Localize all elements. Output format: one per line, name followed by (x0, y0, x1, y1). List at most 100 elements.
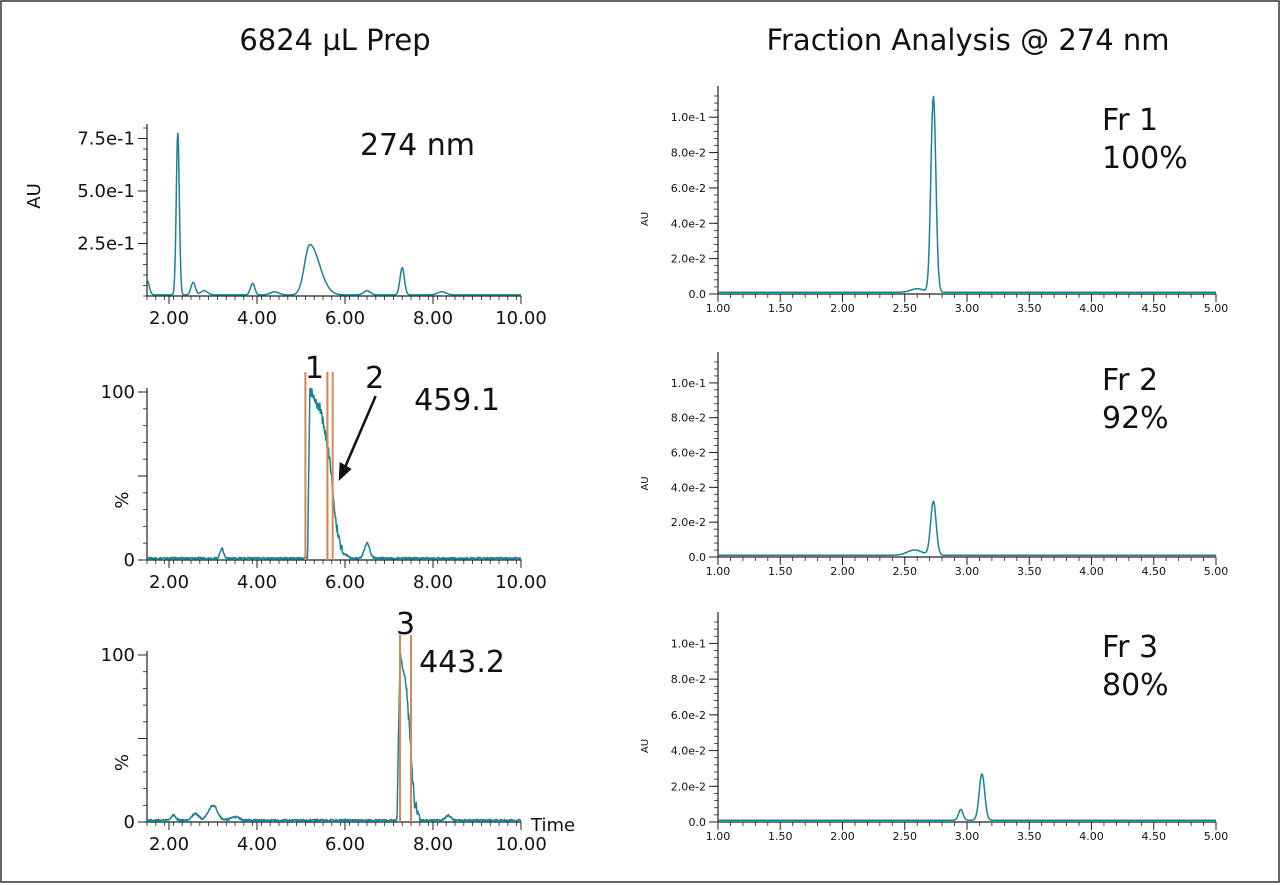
y-tick-label: 8.0e-2 (671, 412, 706, 425)
x-tick-label: 8.00 (413, 308, 453, 329)
x-tick-label: 8.00 (413, 572, 453, 593)
x-tick-label: 3.50 (1017, 830, 1042, 843)
x-tick-label: 8.00 (413, 834, 453, 855)
trace-line (146, 651, 522, 823)
x-tick-label: 4.50 (1142, 302, 1167, 315)
chart-left-mid: 2.00 4.00 6.00 8.00 10.00 0 100% 1 2 459.1 (101, 351, 547, 593)
panel-tag: 274 nm (360, 128, 475, 163)
purity-label: 92% (1102, 401, 1169, 436)
x-tick-label: 1.00 (706, 565, 731, 578)
y-tick-label: 5.0e-1 (77, 181, 135, 202)
x-tick-label: 6.00 (325, 834, 365, 855)
x-tick-label: 1.50 (768, 830, 793, 843)
y-axis-label: AU (640, 476, 651, 490)
y-tick-label: 4.0e-2 (671, 217, 706, 230)
x-tick-label: 4.00 (1079, 565, 1104, 578)
arrow-shaft (340, 395, 377, 476)
x-tick-label: 2.00 (830, 830, 855, 843)
y-tick-label: 0 (124, 550, 135, 571)
fraction-label: 3 (396, 607, 415, 642)
y-tick-label: 0.0 (689, 551, 707, 564)
x-tick-label: 4.50 (1142, 565, 1167, 578)
x-tick-label: 1.00 (706, 830, 731, 843)
panel-tag: Fr 1 (1102, 103, 1158, 138)
chart-left-bottom: 2.00 4.00 6.00 8.00 10.00 0 100% 3 Time 443.2 (101, 607, 575, 855)
x-tick-label: 10.00 (495, 308, 547, 329)
y-tick-label: 6.0e-2 (671, 447, 706, 460)
trace-line (717, 773, 1217, 821)
fraction-label: 1 (305, 351, 324, 386)
y-axis-label: % (112, 754, 133, 771)
y-tick-label: 1.0e-1 (671, 637, 706, 650)
x-tick-label: 10.00 (495, 834, 547, 855)
chart-right-top: 1.00 1.50 2.00 2.50 3.00 3.50 4.00 4.50 5.00 0.0 2… (640, 86, 1228, 315)
x-tick-label: 2.50 (893, 830, 918, 843)
x-tick-label: 2.00 (149, 572, 189, 593)
y-tick-label: 4.0e-2 (671, 481, 706, 494)
panel-tag: Fr 3 (1102, 630, 1158, 665)
x-tick-label: 5.00 (1204, 830, 1229, 843)
x-tick-label: 5.00 (1204, 565, 1229, 578)
trace-line (717, 500, 1217, 557)
y-axis-label: AU (640, 739, 651, 753)
y-tick-label: 8.0e-2 (671, 673, 706, 686)
x-tick-label: 2.00 (830, 565, 855, 578)
chart-panels: 2.00 4.00 6.00 8.00 10.002.5e-15.0e-17.5e-1A… (24, 86, 1228, 855)
x-tick-label: 1.00 (706, 302, 731, 315)
x-tick-label: 4.00 (1079, 302, 1104, 315)
x-tick-label: 4.00 (237, 572, 277, 593)
x-tick-label: 4.00 (237, 834, 277, 855)
y-tick-label: 6.0e-2 (671, 182, 706, 195)
y-tick-label: 1.0e-1 (671, 111, 706, 124)
x-tick-label: 2.00 (149, 308, 189, 329)
y-tick-label: 100 (101, 645, 135, 666)
x-tick-label: 3.00 (955, 302, 980, 315)
chart-left-top: 2.00 4.00 6.00 8.00 10.00 2.5e-1 5.0e-1 7.5e-1 A… (24, 124, 547, 329)
chart-right-mid: 1.00 1.50 2.00 2.50 3.00 3.50 4.00 4.50 5.00 0.0 2… (640, 352, 1228, 578)
y-tick-label: 2.0e-2 (671, 516, 706, 529)
trace-line (146, 387, 522, 561)
purity-label: 100% (1102, 141, 1188, 176)
y-axis-label: % (112, 491, 133, 508)
panel-tag: Fr 2 (1102, 363, 1158, 398)
right-heading: Fraction Analysis @ 274 nm (766, 23, 1169, 57)
x-tick-label: 1.50 (768, 302, 793, 315)
x-tick-label: 3.00 (955, 830, 980, 843)
x-tick-label: 5.00 (1204, 302, 1229, 315)
y-tick-label: 7.5e-1 (77, 129, 135, 150)
left-heading: 6824 µL Prep (239, 23, 430, 57)
x-tick-label: 10.00 (495, 572, 547, 593)
x-tick-label: 4.00 (1079, 830, 1104, 843)
x-tick-label: 1.50 (768, 565, 793, 578)
y-tick-label: 6.0e-2 (671, 709, 706, 722)
x-tick-label: 2.00 (830, 302, 855, 315)
y-tick-label: 8.0e-2 (671, 147, 706, 160)
y-tick-label: 0 (124, 812, 135, 833)
x-tick-label: 2.00 (149, 834, 189, 855)
y-axis-label: AU (24, 183, 45, 209)
panel-tag: 459.1 (414, 383, 500, 418)
y-tick-label: 1.0e-1 (671, 377, 706, 390)
x-tick-label: 2.50 (893, 565, 918, 578)
trace-line (717, 95, 1217, 293)
trace-line (146, 132, 522, 296)
x-tick-label: 6.00 (325, 572, 365, 593)
x-tick-label: 3.00 (955, 565, 980, 578)
y-tick-label: 100 (101, 382, 135, 403)
y-tick-label: 2.0e-2 (671, 253, 706, 266)
time-axis-label: Time (530, 815, 575, 836)
fraction-label: 2 (365, 361, 384, 396)
x-tick-label: 2.50 (893, 302, 918, 315)
x-tick-label: 6.00 (325, 308, 365, 329)
x-tick-label: 3.50 (1017, 565, 1042, 578)
panel-tag: 443.2 (419, 645, 505, 680)
y-axis-label: AU (640, 212, 651, 226)
y-tick-label: 2.0e-2 (671, 780, 706, 793)
x-tick-label: 3.50 (1017, 302, 1042, 315)
purity-label: 80% (1102, 668, 1169, 703)
y-tick-label: 0.0 (689, 816, 707, 829)
x-tick-label: 4.50 (1142, 830, 1167, 843)
y-tick-label: 4.0e-2 (671, 745, 706, 758)
